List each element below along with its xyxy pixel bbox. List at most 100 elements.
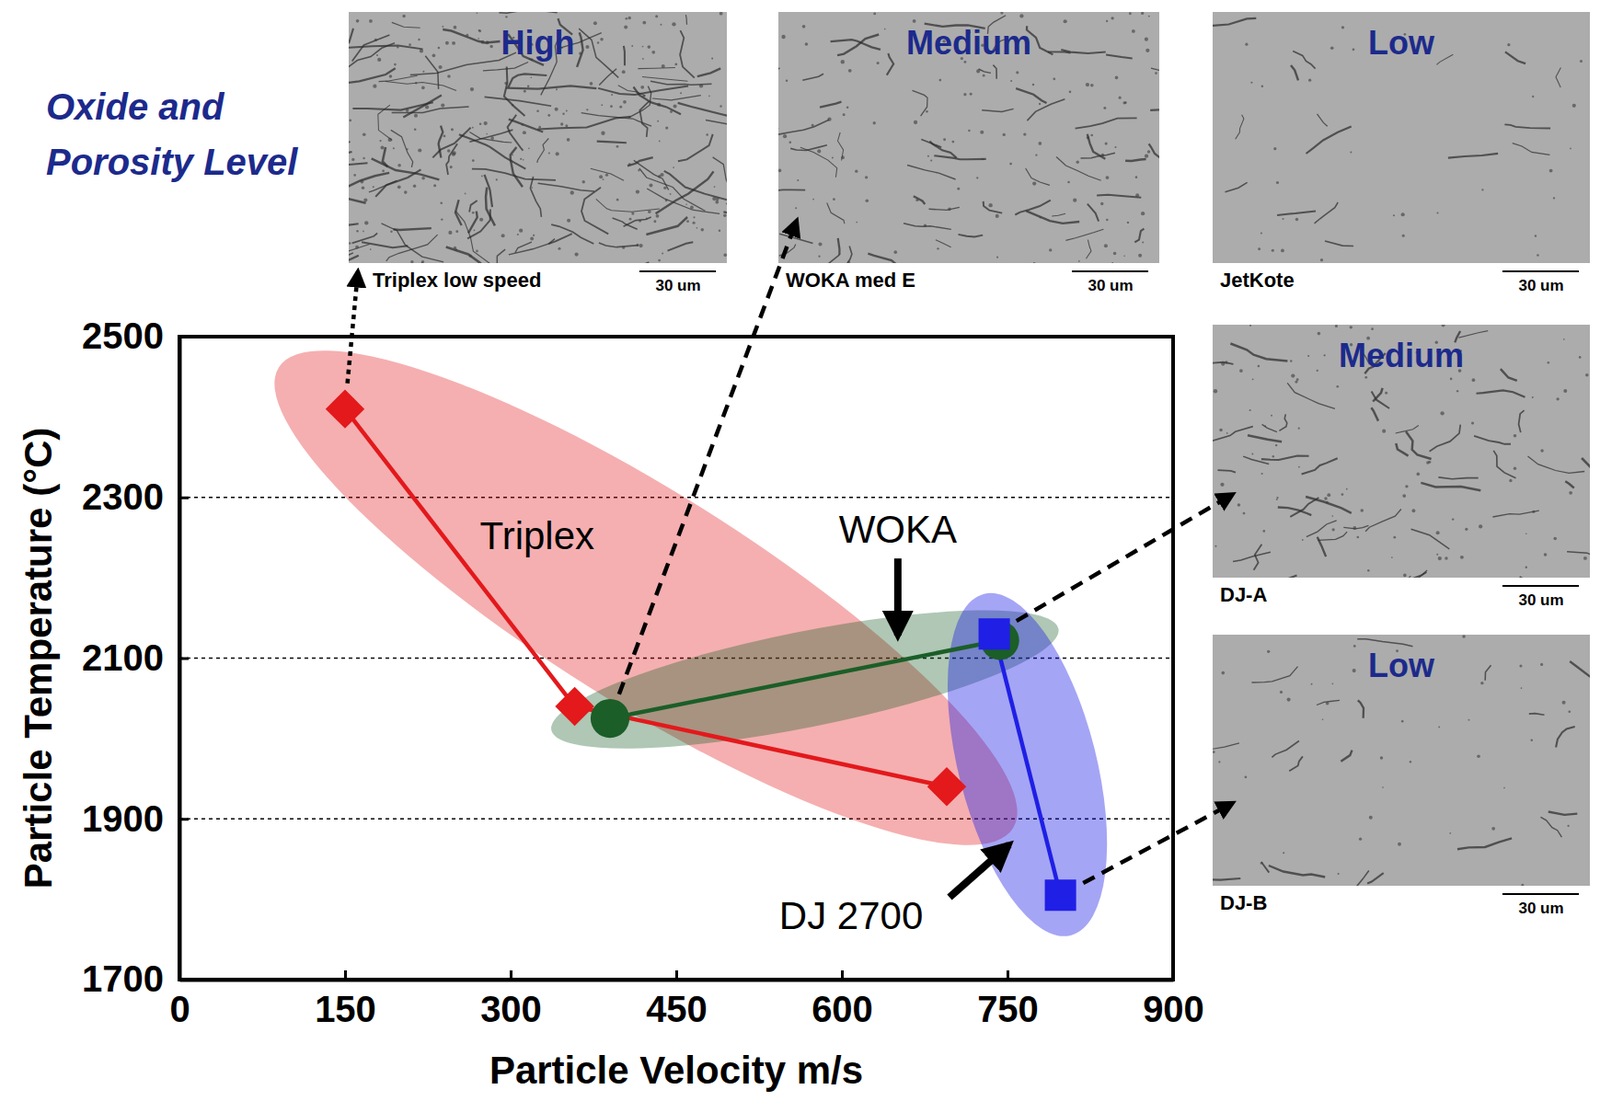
micrograph-pore <box>1257 365 1261 369</box>
micrograph-feature <box>725 203 727 205</box>
micrograph-pore <box>517 233 519 236</box>
micrograph-feature <box>1150 109 1160 112</box>
micrograph-pore <box>1212 750 1216 754</box>
micrograph-feature <box>1358 700 1364 719</box>
micrograph-pore <box>422 70 425 73</box>
micrograph-pore <box>1415 472 1420 477</box>
micrograph-pore <box>1392 536 1396 540</box>
micrograph-feature <box>867 253 901 264</box>
micrograph-pore <box>1035 154 1037 157</box>
micrograph-feature <box>1230 344 1288 362</box>
micrograph-pore <box>1131 29 1136 34</box>
micrograph-feature <box>723 211 727 246</box>
micrograph-pore <box>519 158 522 161</box>
micrograph-feature <box>1247 435 1282 442</box>
micrograph-feature <box>1087 134 1106 160</box>
micrograph-pore <box>441 25 444 28</box>
scale-bar-label: 30 um <box>1087 276 1133 295</box>
micrograph-pore <box>1381 429 1386 434</box>
micrograph-pore <box>1301 539 1304 542</box>
micrograph-pore <box>1358 838 1362 841</box>
micrograph-pore <box>574 252 578 256</box>
micrograph-pore <box>661 64 666 69</box>
micrograph-pore <box>1583 556 1588 561</box>
x-axis: 0150300450600750900 <box>169 970 1205 1030</box>
micrograph-pore <box>501 233 506 238</box>
micrograph-pore <box>1397 842 1402 847</box>
micrograph-feature <box>455 199 462 226</box>
micrograph-pore <box>1264 425 1267 427</box>
micrograph-pore <box>1567 710 1571 714</box>
micrograph-feature <box>1367 873 1384 884</box>
micrograph-texture <box>1212 18 1583 262</box>
micrograph-pore <box>1543 552 1548 557</box>
micrograph-pore <box>566 218 571 223</box>
micrograph-pore <box>1461 634 1466 639</box>
micrograph-pore <box>530 186 533 189</box>
micrograph-pore <box>1403 574 1407 578</box>
x-tick-mark <box>1006 970 1010 980</box>
micrograph-pore <box>518 229 523 233</box>
leader-arrow <box>347 271 358 384</box>
micrograph-feature <box>778 68 780 81</box>
micrograph-feature <box>368 180 398 193</box>
micrograph-pore <box>419 48 424 53</box>
micrograph-pore <box>505 15 507 18</box>
micrograph-pore <box>380 146 385 150</box>
micrograph-pore <box>1563 338 1566 341</box>
micrograph-pore <box>1279 690 1283 694</box>
micrograph-pore <box>982 74 986 78</box>
micrograph-pore <box>548 151 551 154</box>
micrograph-feature <box>1015 88 1047 104</box>
micrograph-pore <box>464 193 467 196</box>
micrograph-feature <box>678 103 727 118</box>
micrograph-feature <box>1290 65 1299 81</box>
micrograph-feature <box>958 234 984 238</box>
micrograph-pore <box>1015 70 1019 74</box>
micrograph-feature <box>778 119 829 136</box>
micrograph-pore <box>669 110 673 114</box>
panel-title: Medium <box>1338 336 1464 375</box>
micrograph-pore <box>1562 701 1566 705</box>
micrograph-pore <box>1002 133 1006 137</box>
micrograph-pore <box>589 81 594 86</box>
micrograph-feature <box>352 233 378 244</box>
panel-title: High <box>501 23 576 62</box>
point <box>927 767 967 806</box>
x-tick: 300 <box>480 970 542 1030</box>
micrograph-pore <box>403 190 408 195</box>
micrograph-pore <box>1468 719 1471 722</box>
micrograph-feature <box>483 62 529 71</box>
micrograph-feature <box>790 145 828 151</box>
micrograph-feature <box>598 242 639 248</box>
micrograph-feature <box>1075 117 1138 128</box>
micrograph-feature <box>1528 456 1586 473</box>
micrograph-pore <box>1252 378 1255 380</box>
micrograph-pore <box>854 170 858 173</box>
micrograph-pore <box>967 129 970 132</box>
x-tick-mark <box>675 970 679 980</box>
micrograph-pore <box>362 230 365 233</box>
micrograph-pore <box>1534 234 1537 237</box>
micrograph-pore <box>640 85 645 90</box>
micrograph-pore <box>659 172 664 177</box>
micrograph-pore <box>1244 43 1248 47</box>
micrograph-pore <box>602 178 605 181</box>
micrograph-feature <box>361 241 408 248</box>
micrograph-pore <box>1553 537 1557 542</box>
micrograph-feature <box>598 86 689 96</box>
micrograph-pore <box>653 219 657 223</box>
micrograph-pore <box>1549 169 1554 173</box>
micrograph-feature <box>981 108 1013 112</box>
micrograph-pore <box>1481 188 1484 191</box>
micrograph-pore <box>610 93 613 96</box>
micrograph-pore <box>1100 202 1104 206</box>
micrograph-pore <box>663 186 667 190</box>
micrograph-pore <box>408 43 412 47</box>
micrograph-pore <box>1520 687 1523 690</box>
micrograph-pore <box>1038 103 1041 105</box>
micrograph-pore <box>1519 664 1522 668</box>
micrograph-feature <box>537 138 550 163</box>
micrograph-pore <box>1476 755 1481 760</box>
micrograph-feature <box>1125 159 1147 162</box>
